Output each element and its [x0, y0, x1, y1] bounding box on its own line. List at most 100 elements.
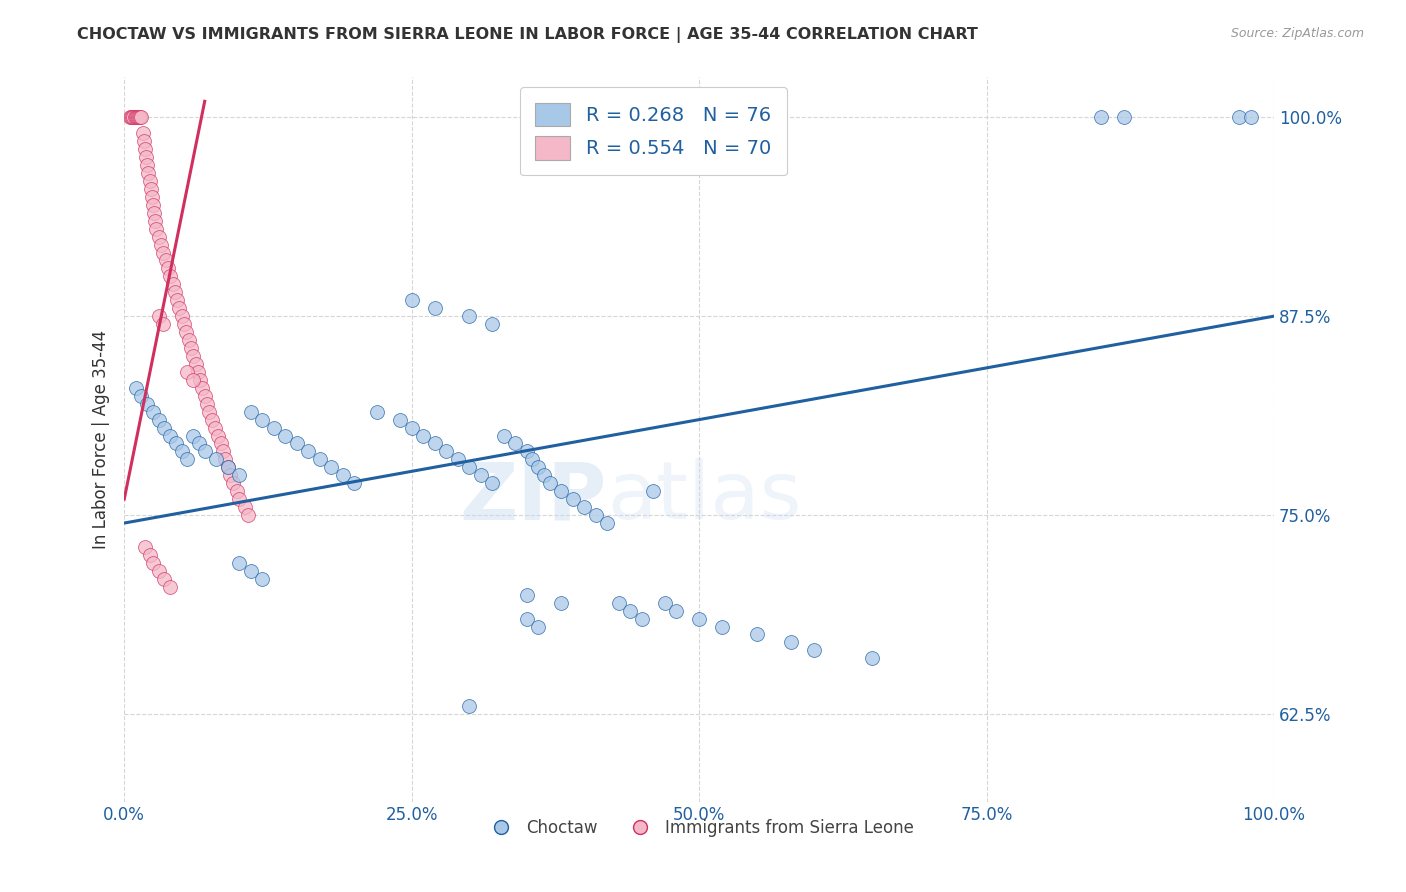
Point — [205, 452, 228, 467]
Point — [176, 365, 198, 379]
Point — [153, 420, 176, 434]
Point — [159, 580, 181, 594]
Point — [132, 134, 155, 148]
Point — [128, 110, 150, 124]
Point — [125, 110, 148, 124]
Point — [204, 420, 226, 434]
Point — [153, 572, 176, 586]
Point — [1090, 110, 1112, 124]
Text: Source: ZipAtlas.com: Source: ZipAtlas.com — [1230, 27, 1364, 40]
Point — [446, 452, 468, 467]
Point — [492, 428, 515, 442]
Point — [129, 110, 152, 124]
Point — [142, 556, 165, 570]
Text: CHOCTAW VS IMMIGRANTS FROM SIERRA LEONE IN LABOR FORCE | AGE 35-44 CORRELATION C: CHOCTAW VS IMMIGRANTS FROM SIERRA LEONE … — [77, 27, 979, 43]
Point — [343, 476, 366, 491]
Point — [239, 564, 262, 578]
Point — [159, 428, 181, 442]
Point — [159, 269, 181, 284]
Point — [124, 110, 146, 124]
Point — [134, 142, 156, 156]
Point — [366, 404, 388, 418]
Point — [163, 285, 186, 300]
Point — [194, 389, 217, 403]
Point — [297, 444, 319, 458]
Point — [142, 198, 165, 212]
Point — [423, 301, 446, 316]
Point — [423, 436, 446, 450]
Point — [1229, 110, 1251, 124]
Point — [250, 412, 273, 426]
Point — [170, 309, 193, 323]
Point — [803, 643, 825, 657]
Point — [233, 500, 256, 515]
Point — [184, 357, 207, 371]
Point — [188, 436, 211, 450]
Point — [630, 611, 652, 625]
Point — [225, 484, 247, 499]
Point — [136, 158, 159, 172]
Point — [152, 317, 174, 331]
Point — [195, 397, 218, 411]
Point — [181, 349, 204, 363]
Point — [401, 420, 423, 434]
Point — [194, 444, 217, 458]
Point — [470, 468, 492, 483]
Point — [711, 619, 734, 633]
Point — [148, 412, 170, 426]
Y-axis label: In Labor Force | Age 35-44: In Labor Force | Age 35-44 — [93, 330, 110, 549]
Point — [522, 452, 544, 467]
Point — [120, 110, 142, 124]
Point — [641, 484, 664, 499]
Point — [238, 508, 260, 522]
Point — [143, 213, 166, 227]
Point — [135, 150, 157, 164]
Point — [176, 325, 198, 339]
Point — [332, 468, 354, 483]
Point — [139, 182, 162, 196]
Point — [122, 110, 145, 124]
Point — [212, 444, 235, 458]
Point — [191, 381, 214, 395]
Point — [131, 110, 153, 124]
Point — [152, 245, 174, 260]
Point — [131, 126, 153, 140]
Point — [181, 373, 204, 387]
Point — [209, 436, 232, 450]
Point — [263, 420, 285, 434]
Point — [169, 301, 191, 316]
Point — [607, 596, 630, 610]
Point — [688, 611, 710, 625]
Point — [138, 174, 160, 188]
Text: atlas: atlas — [607, 458, 801, 536]
Point — [177, 333, 200, 347]
Point — [170, 444, 193, 458]
Point — [173, 317, 195, 331]
Point — [527, 460, 550, 475]
Point — [180, 341, 202, 355]
Point — [458, 699, 481, 714]
Point — [538, 476, 561, 491]
Point — [214, 452, 236, 467]
Point — [166, 293, 188, 308]
Point — [148, 309, 170, 323]
Point — [125, 110, 148, 124]
Point — [188, 373, 211, 387]
Point — [121, 110, 143, 124]
Point — [162, 277, 184, 292]
Point — [665, 604, 688, 618]
Point — [516, 444, 538, 458]
Point — [125, 381, 148, 395]
Point — [516, 611, 538, 625]
Point — [481, 476, 503, 491]
Point — [141, 190, 163, 204]
Point — [187, 365, 209, 379]
Point — [156, 261, 179, 276]
Point — [219, 468, 242, 483]
Point — [207, 428, 229, 442]
Point — [516, 588, 538, 602]
Point — [550, 596, 572, 610]
Point — [228, 468, 250, 483]
Point — [181, 428, 204, 442]
Point — [136, 397, 159, 411]
